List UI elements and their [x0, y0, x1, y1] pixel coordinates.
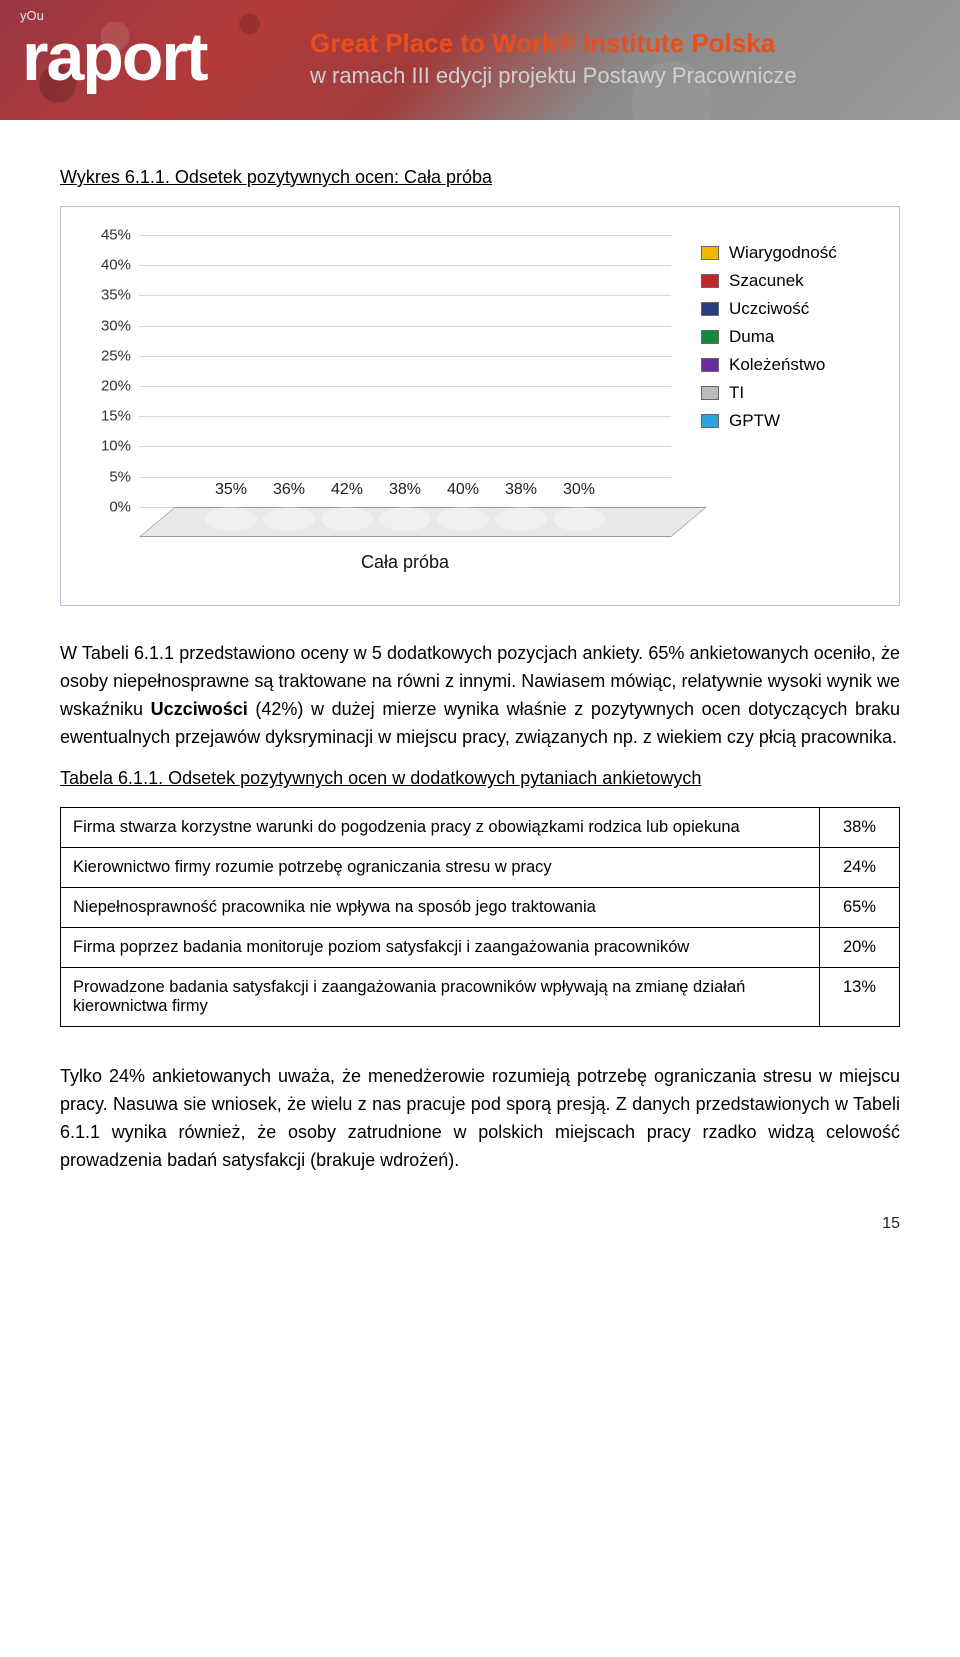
table-cell-pct: 13%	[820, 968, 900, 1027]
table-cell-text: Firma poprzez badania monitoruje poziom …	[61, 928, 820, 968]
legend-swatch	[701, 414, 719, 428]
chart-container: 35% 36% 42% 38% 40% 38% 30% Cała próba 0% 5% 10%…	[60, 206, 900, 606]
table-heading: Tabela 6.1.1. Odsetek pozytywnych ocen w…	[60, 765, 900, 793]
legend-label: Szacunek	[729, 271, 804, 291]
table-cell-pct: 65%	[820, 888, 900, 928]
legend-item: Szacunek	[701, 271, 873, 291]
table-cell-pct: 20%	[820, 928, 900, 968]
table-cell-text: Prowadzone badania satysfakcji i zaangaż…	[61, 968, 820, 1027]
table-cell-text: Firma stwarza korzystne warunki do pogod…	[61, 808, 820, 848]
page-number: 15	[60, 1215, 900, 1233]
legend-swatch	[701, 302, 719, 316]
chart-y-tick: 20%	[87, 378, 131, 395]
legend-item: GPTW	[701, 411, 873, 431]
legend-label: GPTW	[729, 411, 780, 431]
chart-y-tick: 30%	[87, 317, 131, 334]
banner-subtitle: w ramach III edycji projektu Postawy Pra…	[310, 63, 940, 89]
header-banner: yOu raport Great Place to Work® Institut…	[0, 0, 960, 120]
legend-item: TI	[701, 383, 873, 403]
legend-swatch	[701, 274, 719, 288]
chart-y-tick: 40%	[87, 257, 131, 274]
legend-swatch	[701, 358, 719, 372]
table-cell-text: Niepełnosprawność pracownika nie wpływa …	[61, 888, 820, 928]
chart-y-tick: 15%	[87, 408, 131, 425]
legend-item: Duma	[701, 327, 873, 347]
chart-y-tick: 10%	[87, 438, 131, 455]
legend-item: Uczciwość	[701, 299, 873, 319]
legend-swatch	[701, 330, 719, 344]
chart-bar-value: 42%	[331, 481, 363, 499]
legend-label: Wiarygodność	[729, 243, 837, 263]
banner-logo: raport	[22, 18, 206, 96]
chart-bar-value: 30%	[563, 481, 595, 499]
table-row: Firma poprzez badania monitoruje poziom …	[61, 928, 900, 968]
chart-bar-value: 35%	[215, 481, 247, 499]
paragraph-1: W Tabeli 6.1.1 przedstawiono oceny w 5 d…	[60, 640, 900, 752]
legend-swatch	[701, 386, 719, 400]
chart-bar-value: 38%	[505, 481, 537, 499]
survey-table: Firma stwarza korzystne warunki do pogod…	[60, 807, 900, 1027]
banner-title: Great Place to Work® Institute Polska	[310, 28, 940, 59]
chart-y-tick: 25%	[87, 347, 131, 364]
legend-label: TI	[729, 383, 744, 403]
chart-heading: Wykres 6.1.1. Odsetek pozytywnych ocen: …	[60, 164, 900, 192]
chart-bar-value: 36%	[273, 481, 305, 499]
paragraph-1-bold: Uczciwości	[151, 699, 248, 719]
paragraph-2: Tylko 24% ankietowanych uważa, że menedż…	[60, 1063, 900, 1175]
table-row: Firma stwarza korzystne warunki do pogod…	[61, 808, 900, 848]
chart-legend: Wiarygodność Szacunek Uczciwość Duma Koleżeń…	[681, 225, 881, 439]
legend-swatch	[701, 246, 719, 260]
legend-item: Koleżeństwo	[701, 355, 873, 375]
legend-label: Koleżeństwo	[729, 355, 825, 375]
chart-x-title: Cała próba	[139, 552, 671, 573]
legend-item: Wiarygodność	[701, 243, 873, 263]
table-cell-pct: 24%	[820, 848, 900, 888]
legend-label: Uczciwość	[729, 299, 809, 319]
legend-label: Duma	[729, 327, 774, 347]
chart-y-tick: 45%	[87, 226, 131, 243]
table-row: Kierownictwo firmy rozumie potrzebę ogra…	[61, 848, 900, 888]
chart-y-tick: 5%	[87, 468, 131, 485]
table-cell-pct: 38%	[820, 808, 900, 848]
chart-y-tick: 35%	[87, 287, 131, 304]
chart-bar-value: 40%	[447, 481, 479, 499]
table-row: Niepełnosprawność pracownika nie wpływa …	[61, 888, 900, 928]
chart-plot-area: 35% 36% 42% 38% 40% 38% 30% Cała próba 0% 5% 10%…	[79, 225, 681, 597]
table-cell-text: Kierownictwo firmy rozumie potrzebę ogra…	[61, 848, 820, 888]
chart-bar-value: 38%	[389, 481, 421, 499]
chart-y-tick: 0%	[87, 498, 131, 515]
table-row: Prowadzone badania satysfakcji i zaangaż…	[61, 968, 900, 1027]
